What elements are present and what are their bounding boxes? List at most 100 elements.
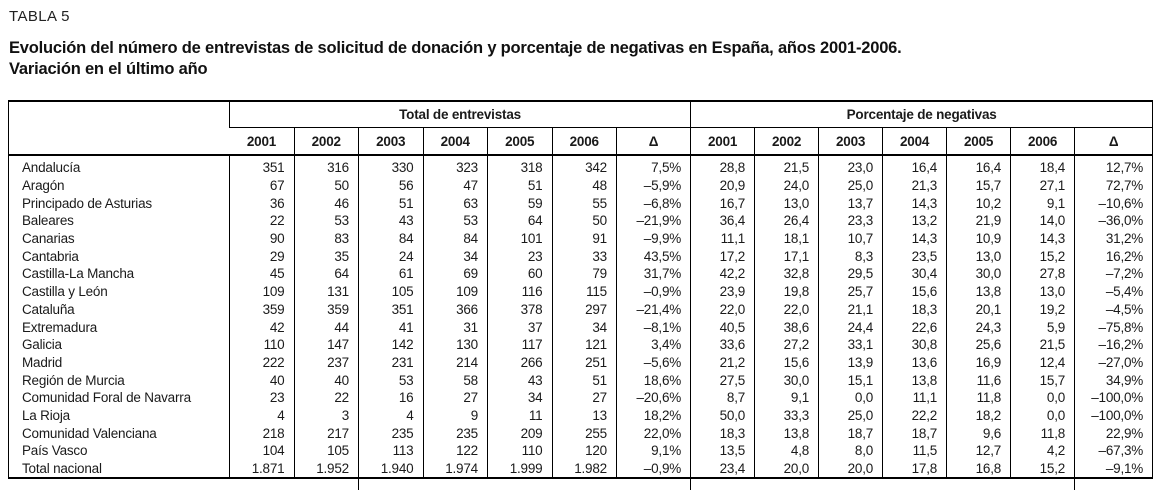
value-cell: 235 (422, 424, 488, 442)
value-cell: 13,8 (882, 371, 947, 389)
table-body: Andalucía 351 316 330 323 318 342 7,5% 28,8 21,5 2… (9, 155, 1153, 479)
value-cell: 113 (358, 442, 423, 460)
region-cell: Baleares (22, 213, 74, 229)
table-row: La Rioja 4 3 4 9 11 13 18,2% 50,0 33,3 25,0 22,2 18,… (9, 406, 1153, 425)
value-cell: 20,1 (946, 300, 1011, 319)
value-cell: –7,2% (1074, 265, 1153, 283)
table-title-line2: Variación en el último año (9, 60, 208, 78)
table-label: TABLA 5 (9, 8, 70, 25)
value-cell: 3,4% (615, 335, 691, 354)
value-cell: 121 (551, 335, 617, 354)
value-cell: 90 (229, 229, 294, 248)
table-title-line1: Evolución del número de entrevistas de s… (9, 39, 902, 57)
value-cell: 13,8 (754, 424, 819, 442)
year-header-entrevistas-4: 2005 (487, 127, 552, 155)
value-cell: 20,9 (690, 176, 755, 195)
value-cell: 24,4 (818, 318, 883, 336)
year-header-negativas-3: 2004 (882, 127, 947, 155)
value-cell: 31,7% (615, 265, 691, 283)
value-cell: 214 (422, 353, 488, 372)
value-cell: 18,3 (690, 424, 755, 442)
value-cell: –36,0% (1074, 212, 1153, 230)
value-cell: 37 (487, 318, 552, 336)
group-header-entrevistas: Total de entrevistas (228, 101, 691, 128)
group-header-row: Total de entrevistas Porcentaje de negat… (9, 101, 1153, 128)
value-cell: 63 (422, 194, 488, 213)
value-cell: 50,0 (690, 406, 755, 425)
value-cell: 9 (422, 406, 488, 425)
value-cell: 13,6 (882, 353, 947, 372)
region-cell: Madrid (22, 354, 63, 370)
value-cell: 14,0 (1010, 212, 1075, 230)
year-header-entrevistas-5: 2006 (551, 127, 617, 155)
value-cell: 18,7 (882, 424, 947, 442)
value-cell: 330 (358, 155, 423, 177)
value-cell: 13,8 (946, 282, 1011, 301)
value-cell: 21,1 (818, 300, 883, 319)
table-row: Total nacional 1.871 1.952 1.940 1.974 1.999 1… (9, 459, 1153, 479)
year-header-negativas-1: 2002 (754, 127, 819, 155)
value-cell: 32,8 (754, 265, 819, 283)
value-cell: 22,6 (882, 318, 947, 336)
year-header-negativas-4: 2005 (946, 127, 1011, 155)
value-cell: 25,0 (818, 406, 883, 425)
value-cell: 130 (422, 335, 488, 354)
value-cell: 231 (358, 353, 423, 372)
value-cell: 15,2 (1010, 459, 1075, 479)
value-cell: 60 (487, 265, 552, 283)
column-rule-stub-left (358, 473, 359, 490)
value-cell: 27,8 (1010, 265, 1075, 283)
region-cell: Cataluña (22, 301, 75, 317)
value-cell: 34,9% (1074, 371, 1153, 389)
region-cell: Comunidad Foral de Navarra (22, 390, 191, 406)
value-cell: 45 (229, 265, 294, 283)
value-cell: –75,8% (1074, 318, 1153, 336)
value-cell: 56 (358, 176, 423, 195)
donation-interviews-table: Total de entrevistas Porcentaje de negat… (8, 100, 1154, 480)
value-cell: 104 (229, 442, 294, 460)
value-cell: 222 (229, 353, 294, 372)
table-row: Principado de Asturias 36 46 51 63 59 55 –6,8% 1… (9, 194, 1153, 213)
value-cell: 53 (358, 371, 423, 389)
value-cell: 16,4 (882, 155, 947, 177)
year-header-row: 2001 2002 2003 2004 2005 2006 Δ 2001 2002 2003 200… (9, 127, 1153, 155)
value-cell: 101 (487, 229, 552, 248)
value-cell: 110 (487, 442, 552, 460)
value-cell: 0,0 (818, 388, 883, 407)
value-cell: 16,8 (946, 459, 1011, 479)
table-row: Canarias 90 83 84 84 101 91 –9,9% 11,1 18,1 10,7 14… (9, 229, 1153, 248)
value-cell: 27,2 (754, 335, 819, 354)
value-cell: 15,7 (1010, 371, 1075, 389)
value-cell: 22,0 (754, 300, 819, 319)
value-cell: 18,7 (818, 424, 883, 442)
value-cell: 33,3 (754, 406, 819, 425)
value-cell: 0,0 (1010, 388, 1075, 407)
value-cell: 64 (293, 265, 359, 283)
table-row: Castilla y León 109 131 105 109 116 115 –0,9% 23… (9, 282, 1153, 301)
value-cell: 26,4 (754, 212, 819, 230)
value-cell: 34 (551, 318, 617, 336)
value-cell: 14,3 (1010, 229, 1075, 248)
value-cell: 23,5 (882, 247, 947, 266)
value-cell: 18,2% (615, 406, 691, 425)
value-cell: 11 (487, 406, 552, 425)
value-cell: 22,9% (1074, 424, 1153, 442)
value-cell: 4 (229, 406, 294, 425)
value-cell: 36 (229, 194, 294, 213)
value-cell: 13,7 (818, 194, 883, 213)
value-cell: 0,0 (1010, 406, 1075, 425)
year-header-entrevistas-0: 2001 (246, 133, 277, 149)
region-cell: Comunidad Valenciana (22, 425, 157, 441)
table-row: Castilla-La Mancha 45 64 61 69 60 79 31,7% 42,2 3… (9, 265, 1153, 283)
value-cell: 1.871 (229, 459, 294, 479)
value-cell: 30,4 (882, 265, 947, 283)
region-cell: Cantabria (22, 248, 79, 264)
value-cell: 342 (551, 155, 617, 177)
value-cell: 15,2 (1010, 247, 1075, 266)
corner-cell (9, 101, 230, 155)
value-cell: 41 (358, 318, 423, 336)
region-cell: Canarias (22, 231, 75, 247)
value-cell: 13,2 (882, 212, 947, 230)
value-cell: –0,9% (615, 282, 691, 301)
value-cell: 218 (229, 424, 294, 442)
